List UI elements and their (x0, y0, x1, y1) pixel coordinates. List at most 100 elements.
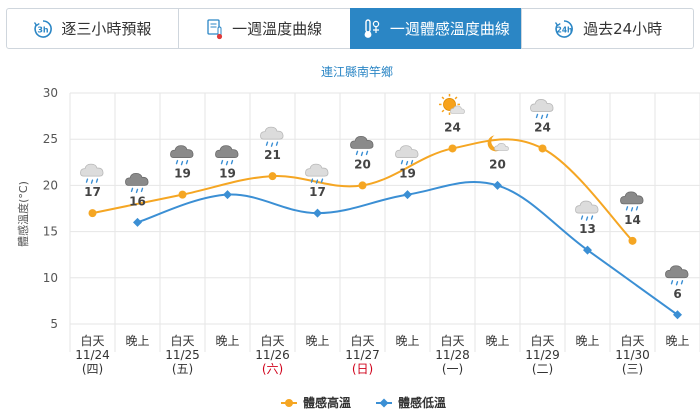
data-point (268, 172, 277, 181)
sun-ray (441, 96, 445, 100)
3h-clock-icon: 3h (33, 19, 53, 39)
data-point (538, 144, 547, 153)
cloud-shape (450, 105, 465, 114)
rain-drop (400, 159, 404, 165)
rain-drop (670, 280, 674, 285)
svg-text:3h: 3h (38, 25, 50, 34)
cloud-shape (350, 135, 374, 149)
y-tick-label: 30 (43, 86, 58, 100)
tab-3-hour-forecast[interactable]: 3h 逐三小時預報 (6, 8, 179, 49)
rain-drop (320, 178, 324, 183)
x-tick-date: 11/29 (525, 348, 560, 362)
data-point (178, 190, 187, 199)
tab-label: 逐三小時預報 (61, 20, 152, 38)
tab-past-24-hours[interactable]: 24h 過去24小時 (521, 8, 694, 49)
cloud-drizzle-icon (575, 200, 599, 221)
cloud-shape (494, 143, 509, 151)
legend-swatch-marker (285, 399, 293, 407)
rain-drop (585, 216, 589, 221)
y-tick-label: 10 (43, 271, 58, 285)
data-label: 19 (219, 167, 236, 181)
feels-like-thermometer-icon (362, 18, 382, 40)
rain-drop (355, 150, 359, 156)
data-label: 16 (129, 194, 146, 208)
x-tick-date: 11/24 (75, 348, 110, 362)
rain-drop (680, 280, 684, 285)
rain-drop (130, 187, 134, 193)
svg-text:24h: 24h (557, 25, 573, 34)
y-axis-label: 體感溫度(°C) (16, 181, 30, 247)
dark-cloud-rain-icon (215, 145, 239, 166)
cloud-shape (170, 145, 194, 159)
x-tick-period: 白天 (350, 333, 374, 348)
moon-cloud-icon (487, 135, 509, 152)
cloud-drizzle-icon (260, 126, 284, 147)
x-tick-period: 晚上 (215, 334, 239, 348)
x-tick-period: 白天 (170, 333, 194, 348)
data-point (628, 236, 637, 245)
rain-drop (365, 150, 369, 156)
x-tick-date: 11/27 (345, 348, 380, 362)
cloud-shape (80, 163, 104, 177)
data-label: 19 (174, 167, 191, 181)
rain-drop (180, 160, 184, 166)
chart-series: 17 19 21 20 24 24 14 16 19 17 19 20 13 6 (80, 93, 689, 320)
tab-label: 一週體感溫度曲線 (389, 20, 510, 38)
y-tick-label: 15 (43, 225, 58, 239)
cloud-drizzle-icon (395, 145, 419, 166)
y-tick-label: 5 (50, 317, 58, 331)
rain-drop (185, 159, 189, 165)
data-point (88, 209, 97, 218)
dark-cloud-rain-icon (620, 191, 644, 212)
x-tick-weekday: (二) (532, 362, 553, 376)
chart-title: 連江縣南竿鄉 (321, 64, 393, 79)
data-point (493, 180, 502, 190)
x-tick-period: 晚上 (305, 334, 329, 348)
rain-drop (410, 159, 414, 165)
dark-cloud-rain-icon (170, 145, 194, 166)
sun-ray (441, 109, 445, 113)
sun-cloud-icon (439, 93, 465, 115)
tab-label: 過去24小時 (583, 20, 663, 38)
x-tick-date: 11/25 (165, 348, 200, 362)
data-label: 13 (579, 222, 596, 236)
dark-cloud-rain-icon (665, 265, 689, 286)
tab-label: 一週溫度曲線 (232, 20, 323, 38)
cloud-shape (125, 172, 149, 186)
tab-weekly-feels-like[interactable]: 一週體感溫度曲線 (349, 8, 523, 49)
cloud-shape (665, 265, 689, 279)
x-tick-date: 11/28 (435, 348, 470, 362)
dark-cloud-rain-icon (125, 172, 149, 194)
data-point (223, 190, 232, 200)
cloud-shape (215, 145, 239, 159)
series-line (137, 181, 679, 316)
x-tick-period: 白天 (80, 333, 104, 348)
x-tick-date: 11/26 (255, 348, 290, 362)
data-label: 17 (84, 185, 101, 199)
cloud-shape (305, 163, 329, 177)
rain-drop (220, 159, 224, 165)
legend-swatch-marker (379, 398, 389, 408)
rain-drop (315, 179, 319, 184)
x-tick-weekday: (五) (172, 362, 193, 376)
cloud-drizzle-icon (80, 163, 104, 184)
x-tick-period: 晚上 (575, 334, 599, 348)
cloud-shape (395, 145, 419, 159)
y-tick-label: 25 (43, 132, 58, 146)
tab-weekly-temperature[interactable]: 一週溫度曲線 (177, 8, 351, 49)
chart-legend: 體感高溫 體感低溫 (281, 395, 446, 410)
x-tick-period: 白天 (440, 333, 464, 348)
data-point (313, 208, 322, 218)
cloud-shape (575, 200, 599, 214)
data-point (133, 217, 142, 227)
data-point (358, 181, 367, 190)
data-label: 20 (489, 157, 506, 171)
data-point (448, 144, 457, 153)
x-tick-period: 晚上 (485, 334, 509, 348)
sun-shape (443, 98, 456, 111)
moon-shape (487, 135, 503, 152)
rain-drop (360, 151, 364, 157)
rain-drop (175, 159, 179, 165)
x-tick-period: 晚上 (125, 334, 149, 348)
data-point (673, 310, 682, 320)
